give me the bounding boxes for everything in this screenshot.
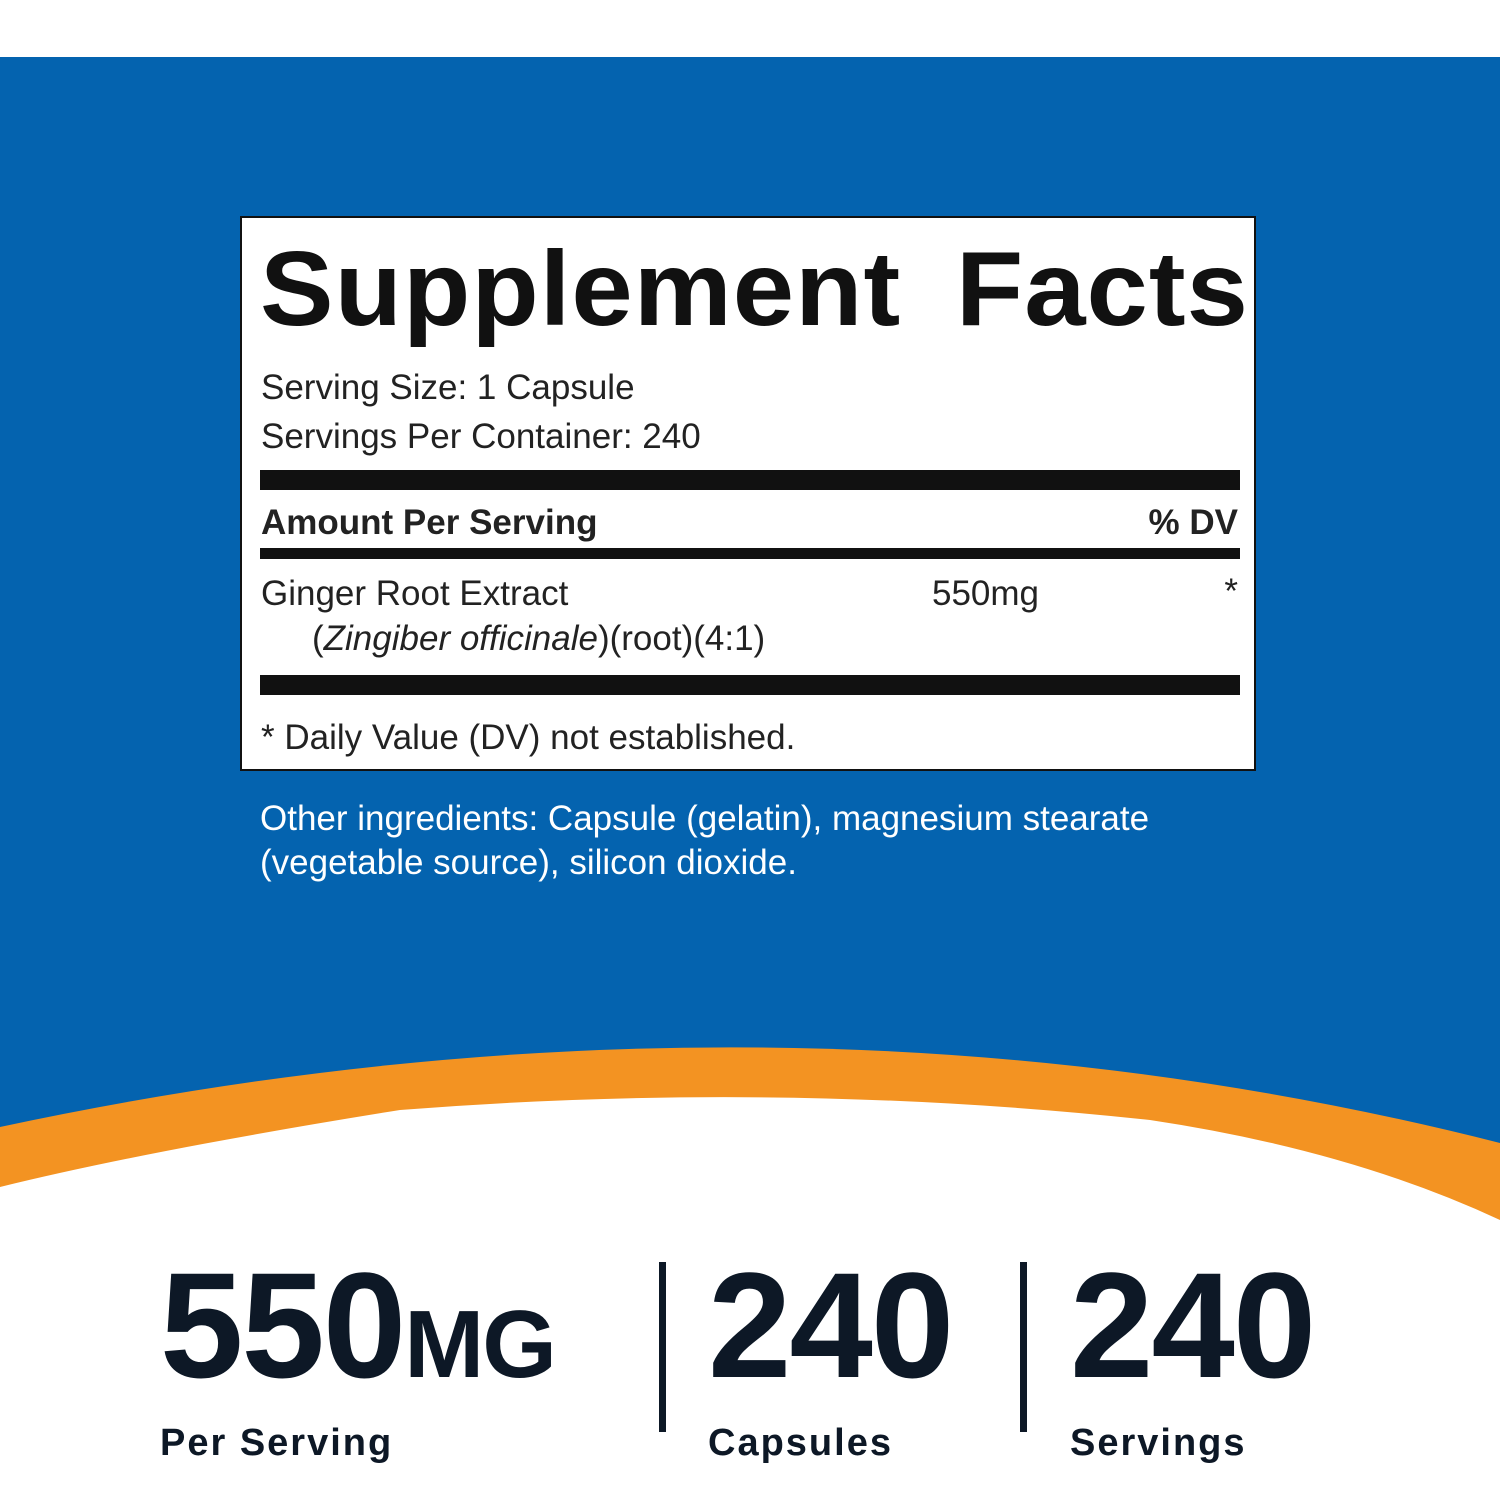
stat-value: 240 [1070, 1241, 1316, 1409]
ingredient-amount: 550mg [932, 574, 1040, 613]
stat-value: 550 [160, 1241, 406, 1409]
supplement-facts-panel: Supplement Facts Serving Size: 1 Capsule… [240, 216, 1256, 771]
divider-thick-bottom [260, 675, 1240, 695]
stat-label: Servings [1070, 1422, 1247, 1464]
panel-title: Supplement Facts [260, 230, 1250, 348]
serving-size: Serving Size: 1 Capsule [261, 368, 635, 407]
dv-header: % DV [1148, 503, 1238, 542]
footnote: * Daily Value (DV) not established. [261, 718, 796, 757]
other-ingredients: Other ingredients: Capsule (gelatin), ma… [260, 799, 1150, 882]
latin-name: Zingiber officinale [323, 619, 598, 658]
ingredient-dv: * [1224, 572, 1238, 611]
stat-per-serving: 550MG Per Serving [160, 1250, 557, 1465]
stat-label: Capsules [708, 1422, 893, 1464]
divider-medium [260, 548, 1240, 559]
ingredient-details: )(root)(4:1) [597, 619, 766, 658]
stat-value: 240 [708, 1241, 954, 1409]
stat-unit: MG [404, 1291, 557, 1398]
white-base [0, 1097, 1500, 1500]
servings-per-container: Servings Per Container: 240 [261, 417, 701, 456]
stat-divider [1020, 1262, 1027, 1432]
stat-label: Per Serving [160, 1422, 394, 1464]
stat-capsules: 240 Capsules [708, 1250, 954, 1465]
stat-servings: 240 Servings [1070, 1250, 1316, 1465]
ingredient-name: Ginger Root Extract [261, 574, 569, 613]
amount-per-serving-header: Amount Per Serving [261, 503, 598, 542]
stat-divider [659, 1262, 666, 1432]
latin-open: ( [312, 619, 324, 658]
divider-thick [260, 470, 1240, 490]
ingredient-source: (Zingiber officinale)(root)(4:1) [312, 621, 765, 656]
